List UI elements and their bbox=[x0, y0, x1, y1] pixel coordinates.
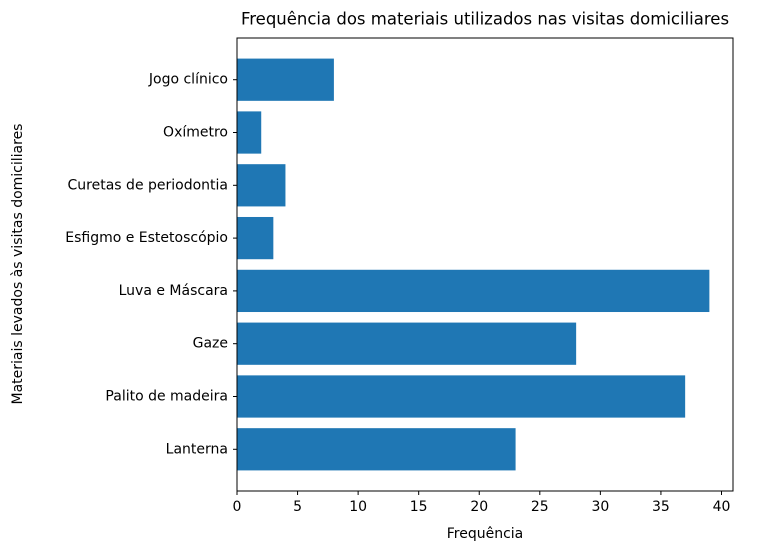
y-tick-label: Oxímetro bbox=[163, 125, 228, 141]
x-axis-label: Frequência bbox=[447, 526, 524, 542]
x-tick-label: 30 bbox=[591, 499, 609, 515]
x-tick-label: 20 bbox=[470, 499, 488, 515]
plot-frame bbox=[236, 37, 734, 492]
x-tick-label: 15 bbox=[410, 499, 428, 515]
bar bbox=[237, 58, 334, 101]
x-tick-label: 10 bbox=[349, 499, 367, 515]
x-tick-label: 0 bbox=[233, 499, 242, 515]
y-axis-label: Materiais levados às visitas domiciliare… bbox=[10, 124, 26, 405]
x-tick-label: 25 bbox=[531, 499, 549, 515]
y-tick-label: Lanterna bbox=[166, 441, 228, 457]
bar bbox=[237, 111, 262, 154]
y-tick-label: Gaze bbox=[193, 336, 228, 352]
y-tick-label: Esfigmo e Estetoscópio bbox=[65, 230, 228, 246]
bar bbox=[237, 322, 577, 365]
bar bbox=[237, 269, 710, 313]
y-tick-label: Palito de madeira bbox=[105, 388, 228, 404]
y-tick-label: Jogo clínico bbox=[148, 72, 228, 88]
bar bbox=[237, 428, 516, 471]
x-tick-label: 40 bbox=[713, 499, 731, 515]
y-tick-label: Luva e Máscara bbox=[119, 283, 228, 299]
x-tick-label: 35 bbox=[652, 499, 670, 515]
y-tick-label: Curetas de periodontia bbox=[68, 177, 228, 193]
bar bbox=[237, 216, 274, 260]
bar bbox=[237, 164, 286, 207]
x-tick-label: 5 bbox=[293, 499, 302, 515]
bar bbox=[237, 375, 686, 418]
chart-title: Frequência dos materiais utilizados nas … bbox=[241, 10, 729, 29]
